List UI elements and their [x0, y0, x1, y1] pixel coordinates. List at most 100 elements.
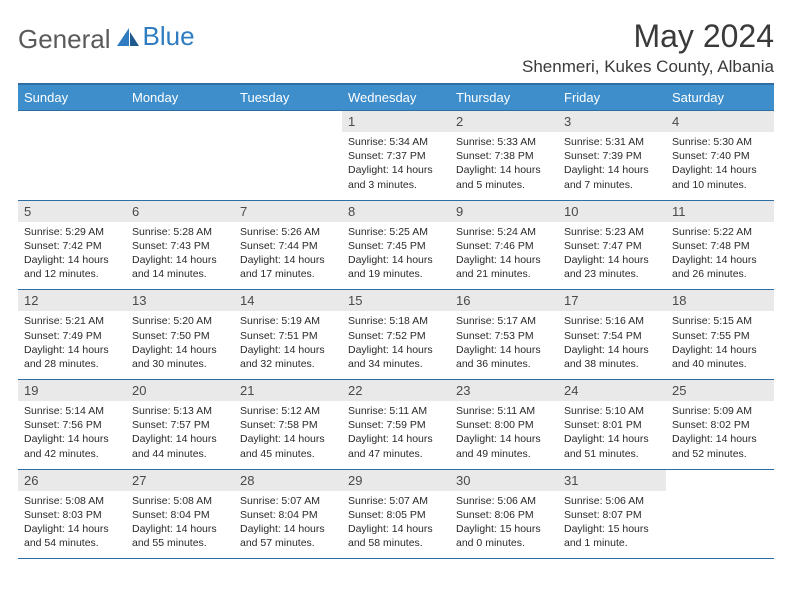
- day-details: Sunrise: 5:28 AMSunset: 7:43 PMDaylight:…: [126, 222, 234, 290]
- calendar-cell: 12Sunrise: 5:21 AMSunset: 7:49 PMDayligh…: [18, 290, 126, 380]
- day-details: Sunrise: 5:15 AMSunset: 7:55 PMDaylight:…: [666, 311, 774, 379]
- day-number: 13: [126, 290, 234, 311]
- day-details: Sunrise: 5:23 AMSunset: 7:47 PMDaylight:…: [558, 222, 666, 290]
- day-details: Sunrise: 5:10 AMSunset: 8:01 PMDaylight:…: [558, 401, 666, 469]
- day-details: Sunrise: 5:08 AMSunset: 8:03 PMDaylight:…: [18, 491, 126, 559]
- day-number: 27: [126, 470, 234, 491]
- day-details: Sunrise: 5:33 AMSunset: 7:38 PMDaylight:…: [450, 132, 558, 200]
- calendar-cell: 8Sunrise: 5:25 AMSunset: 7:45 PMDaylight…: [342, 200, 450, 290]
- calendar-cell: 9Sunrise: 5:24 AMSunset: 7:46 PMDaylight…: [450, 200, 558, 290]
- day-details: Sunrise: 5:06 AMSunset: 8:07 PMDaylight:…: [558, 491, 666, 559]
- calendar-row: 12Sunrise: 5:21 AMSunset: 7:49 PMDayligh…: [18, 290, 774, 380]
- calendar-cell: 23Sunrise: 5:11 AMSunset: 8:00 PMDayligh…: [450, 380, 558, 470]
- day-number: 21: [234, 380, 342, 401]
- day-details: Sunrise: 5:22 AMSunset: 7:48 PMDaylight:…: [666, 222, 774, 290]
- day-number: 23: [450, 380, 558, 401]
- calendar-cell: 27Sunrise: 5:08 AMSunset: 8:04 PMDayligh…: [126, 469, 234, 559]
- day-details: Sunrise: 5:13 AMSunset: 7:57 PMDaylight:…: [126, 401, 234, 469]
- day-header: Wednesday: [342, 84, 450, 111]
- day-number: 16: [450, 290, 558, 311]
- calendar-row: . . . 1Sunrise: 5:34 AMSunset: 7:37 PMDa…: [18, 111, 774, 201]
- day-number: 18: [666, 290, 774, 311]
- calendar-cell: 13Sunrise: 5:20 AMSunset: 7:50 PMDayligh…: [126, 290, 234, 380]
- day-details: Sunrise: 5:24 AMSunset: 7:46 PMDaylight:…: [450, 222, 558, 290]
- day-number: 30: [450, 470, 558, 491]
- day-details: Sunrise: 5:34 AMSunset: 7:37 PMDaylight:…: [342, 132, 450, 200]
- day-header: Sunday: [18, 84, 126, 111]
- calendar-cell: 11Sunrise: 5:22 AMSunset: 7:48 PMDayligh…: [666, 200, 774, 290]
- day-details: Sunrise: 5:08 AMSunset: 8:04 PMDaylight:…: [126, 491, 234, 559]
- calendar-cell: 1Sunrise: 5:34 AMSunset: 7:37 PMDaylight…: [342, 111, 450, 201]
- calendar-cell: 31Sunrise: 5:06 AMSunset: 8:07 PMDayligh…: [558, 469, 666, 559]
- day-number: 26: [18, 470, 126, 491]
- day-details: Sunrise: 5:19 AMSunset: 7:51 PMDaylight:…: [234, 311, 342, 379]
- calendar-cell: 10Sunrise: 5:23 AMSunset: 7:47 PMDayligh…: [558, 200, 666, 290]
- calendar-cell: 29Sunrise: 5:07 AMSunset: 8:05 PMDayligh…: [342, 469, 450, 559]
- calendar-cell-empty: .: [18, 111, 126, 201]
- day-number: 3: [558, 111, 666, 132]
- day-number: 6: [126, 201, 234, 222]
- calendar-cell: 24Sunrise: 5:10 AMSunset: 8:01 PMDayligh…: [558, 380, 666, 470]
- day-details: Sunrise: 5:31 AMSunset: 7:39 PMDaylight:…: [558, 132, 666, 200]
- day-details: Sunrise: 5:12 AMSunset: 7:58 PMDaylight:…: [234, 401, 342, 469]
- calendar-cell: 18Sunrise: 5:15 AMSunset: 7:55 PMDayligh…: [666, 290, 774, 380]
- day-number: 20: [126, 380, 234, 401]
- day-number: 14: [234, 290, 342, 311]
- day-details: Sunrise: 5:29 AMSunset: 7:42 PMDaylight:…: [18, 222, 126, 290]
- calendar-header-row: SundayMondayTuesdayWednesdayThursdayFrid…: [18, 84, 774, 111]
- day-details: Sunrise: 5:06 AMSunset: 8:06 PMDaylight:…: [450, 491, 558, 559]
- day-header: Tuesday: [234, 84, 342, 111]
- day-header: Friday: [558, 84, 666, 111]
- calendar-cell: 19Sunrise: 5:14 AMSunset: 7:56 PMDayligh…: [18, 380, 126, 470]
- day-header: Monday: [126, 84, 234, 111]
- brand-part2: Blue: [143, 21, 195, 52]
- calendar-cell: 26Sunrise: 5:08 AMSunset: 8:03 PMDayligh…: [18, 469, 126, 559]
- day-details: Sunrise: 5:07 AMSunset: 8:05 PMDaylight:…: [342, 491, 450, 559]
- day-details: Sunrise: 5:11 AMSunset: 7:59 PMDaylight:…: [342, 401, 450, 469]
- calendar-cell: 3Sunrise: 5:31 AMSunset: 7:39 PMDaylight…: [558, 111, 666, 201]
- brand-part1: General: [18, 24, 111, 55]
- day-header: Thursday: [450, 84, 558, 111]
- calendar-cell-empty: .: [234, 111, 342, 201]
- calendar-cell: 4Sunrise: 5:30 AMSunset: 7:40 PMDaylight…: [666, 111, 774, 201]
- brand-logo: General Blue: [18, 18, 195, 55]
- calendar-cell: 5Sunrise: 5:29 AMSunset: 7:42 PMDaylight…: [18, 200, 126, 290]
- calendar-cell-empty: .: [666, 469, 774, 559]
- day-header: Saturday: [666, 84, 774, 111]
- day-number: 7: [234, 201, 342, 222]
- day-number: 29: [342, 470, 450, 491]
- calendar-body: . . . 1Sunrise: 5:34 AMSunset: 7:37 PMDa…: [18, 111, 774, 559]
- day-number: 10: [558, 201, 666, 222]
- day-details: Sunrise: 5:25 AMSunset: 7:45 PMDaylight:…: [342, 222, 450, 290]
- month-title: May 2024: [522, 18, 774, 55]
- calendar-cell: 28Sunrise: 5:07 AMSunset: 8:04 PMDayligh…: [234, 469, 342, 559]
- day-details: Sunrise: 5:14 AMSunset: 7:56 PMDaylight:…: [18, 401, 126, 469]
- header: General Blue May 2024 Shenmeri, Kukes Co…: [18, 18, 774, 77]
- calendar-table: SundayMondayTuesdayWednesdayThursdayFrid…: [18, 83, 774, 559]
- day-number: 28: [234, 470, 342, 491]
- calendar-cell: 22Sunrise: 5:11 AMSunset: 7:59 PMDayligh…: [342, 380, 450, 470]
- calendar-cell: 14Sunrise: 5:19 AMSunset: 7:51 PMDayligh…: [234, 290, 342, 380]
- calendar-cell: 2Sunrise: 5:33 AMSunset: 7:38 PMDaylight…: [450, 111, 558, 201]
- day-details: Sunrise: 5:26 AMSunset: 7:44 PMDaylight:…: [234, 222, 342, 290]
- calendar-cell: 25Sunrise: 5:09 AMSunset: 8:02 PMDayligh…: [666, 380, 774, 470]
- day-number: 8: [342, 201, 450, 222]
- day-number: 2: [450, 111, 558, 132]
- day-details: Sunrise: 5:16 AMSunset: 7:54 PMDaylight:…: [558, 311, 666, 379]
- calendar-cell: 6Sunrise: 5:28 AMSunset: 7:43 PMDaylight…: [126, 200, 234, 290]
- calendar-row: 19Sunrise: 5:14 AMSunset: 7:56 PMDayligh…: [18, 380, 774, 470]
- day-details: Sunrise: 5:18 AMSunset: 7:52 PMDaylight:…: [342, 311, 450, 379]
- calendar-cell: 7Sunrise: 5:26 AMSunset: 7:44 PMDaylight…: [234, 200, 342, 290]
- calendar-cell: 30Sunrise: 5:06 AMSunset: 8:06 PMDayligh…: [450, 469, 558, 559]
- day-number: 19: [18, 380, 126, 401]
- calendar-cell: 17Sunrise: 5:16 AMSunset: 7:54 PMDayligh…: [558, 290, 666, 380]
- day-number: 22: [342, 380, 450, 401]
- day-details: Sunrise: 5:30 AMSunset: 7:40 PMDaylight:…: [666, 132, 774, 200]
- day-details: Sunrise: 5:20 AMSunset: 7:50 PMDaylight:…: [126, 311, 234, 379]
- day-number: 25: [666, 380, 774, 401]
- day-number: 17: [558, 290, 666, 311]
- day-details: Sunrise: 5:11 AMSunset: 8:00 PMDaylight:…: [450, 401, 558, 469]
- calendar-cell: 21Sunrise: 5:12 AMSunset: 7:58 PMDayligh…: [234, 380, 342, 470]
- day-details: Sunrise: 5:17 AMSunset: 7:53 PMDaylight:…: [450, 311, 558, 379]
- day-number: 1: [342, 111, 450, 132]
